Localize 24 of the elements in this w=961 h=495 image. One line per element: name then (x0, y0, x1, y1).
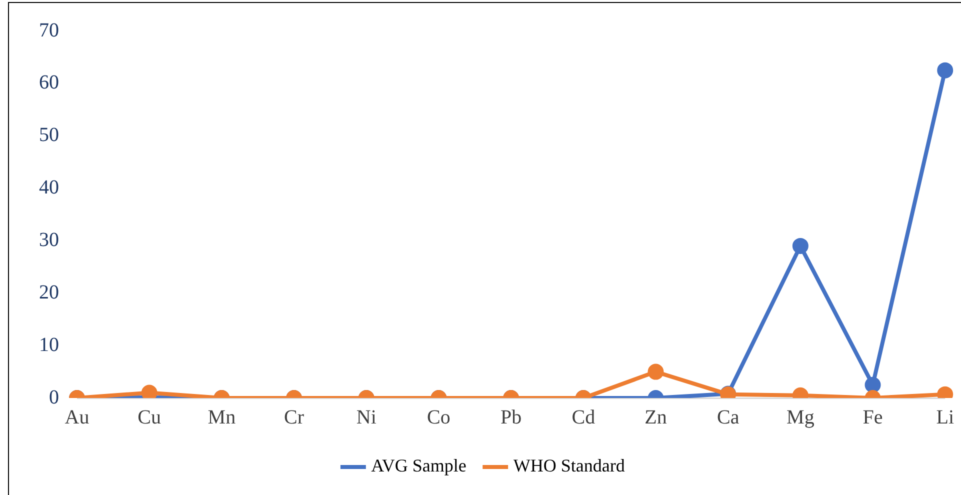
x-tick-label: Mn (208, 406, 236, 428)
y-tick-label: 10 (39, 334, 59, 356)
x-tick-label: Li (936, 406, 954, 428)
legend-label: AVG Sample (371, 456, 466, 476)
x-tick-label: Cd (572, 406, 596, 428)
legend-label: WHO Standard (513, 456, 625, 476)
x-tick-label: Ni (356, 406, 377, 428)
y-tick-label: 30 (39, 228, 59, 251)
x-tick-label: Cr (284, 406, 304, 428)
x-tick-label: Pb (500, 406, 522, 428)
x-tick-label: Fe (862, 406, 883, 428)
y-tick-label: 20 (39, 281, 59, 304)
x-tick-label: Cu (138, 406, 162, 428)
x-tick-label: Co (427, 406, 450, 428)
x-tick-label: Mg (786, 406, 814, 428)
y-tick-label: 40 (39, 176, 59, 199)
y-tick-label: 60 (39, 72, 59, 94)
x-tick-label: Au (64, 406, 90, 428)
y-tick-label: 0 (49, 386, 59, 408)
y-tick-label: 70 (39, 19, 59, 42)
point (937, 62, 954, 78)
y-tick-label: 50 (39, 124, 59, 146)
x-tick-label: Ca (716, 406, 740, 428)
x-tick-label: Zn (644, 406, 667, 428)
